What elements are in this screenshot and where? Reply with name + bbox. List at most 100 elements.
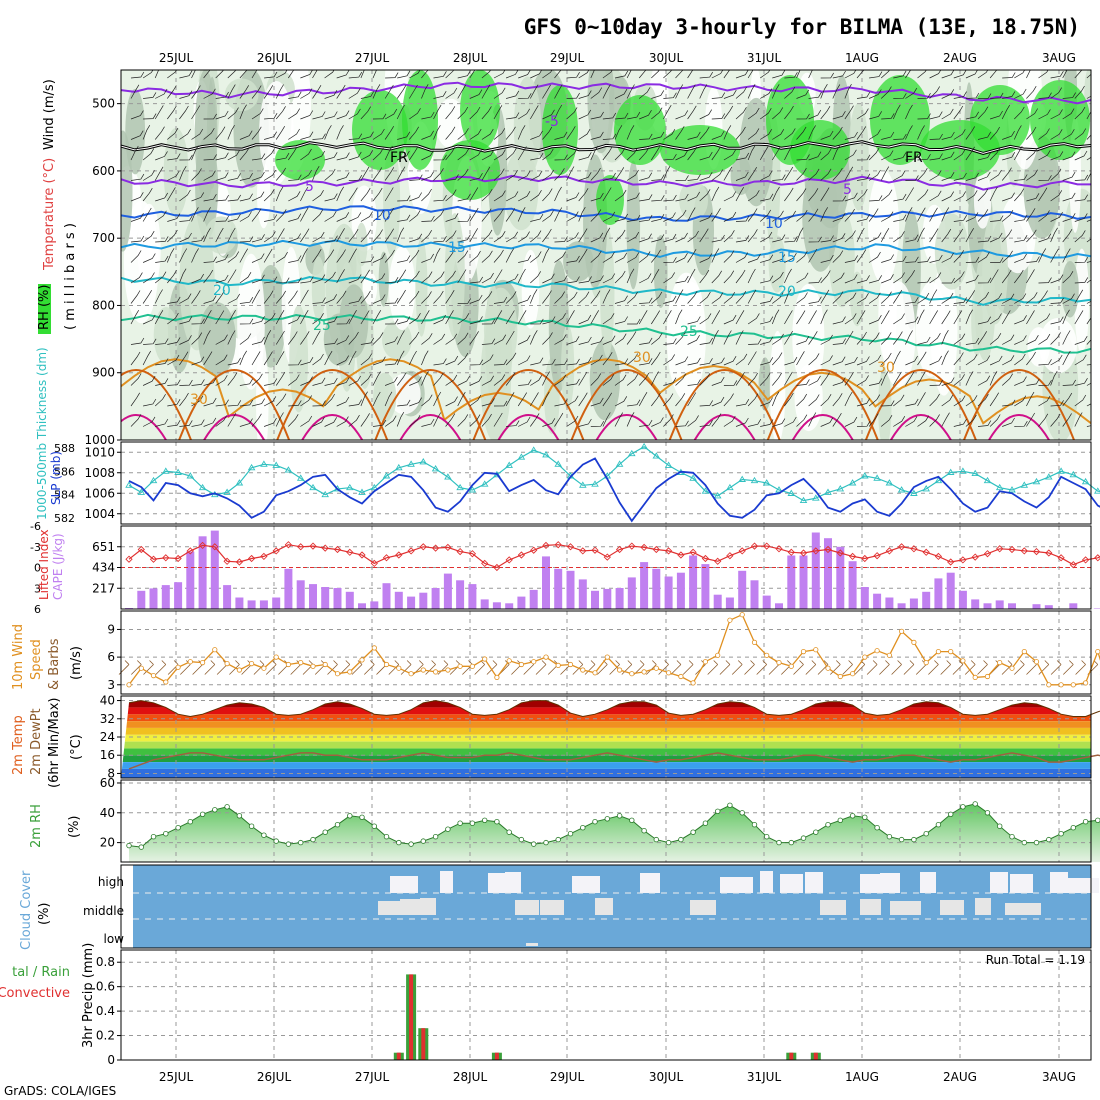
lifted-marker: [934, 552, 943, 561]
wind-barb: [929, 170, 942, 181]
wind-barb: [578, 172, 592, 181]
wind-barb: [832, 212, 846, 222]
wind-barb: [723, 105, 734, 120]
wind-barb: [505, 148, 517, 161]
wind-barb: [336, 249, 346, 263]
rh-marker: [555, 836, 561, 843]
wind-barb: [905, 270, 916, 284]
rh-marker: [1082, 819, 1089, 825]
lifted-marker: [910, 545, 918, 553]
thickness-marker: [787, 489, 796, 496]
wind-barb: [905, 153, 919, 161]
wind-barb: [518, 191, 531, 202]
wind-barb: [275, 167, 287, 181]
wind-barb: [1074, 289, 1084, 304]
wind-barb: [154, 126, 165, 140]
wind-barb: [796, 188, 807, 202]
wind-barb: [651, 90, 665, 99]
wind-speed-marker: [187, 659, 193, 665]
wind-barb: [626, 252, 640, 263]
wind-barb: [300, 248, 308, 263]
wind-speed-marker: [445, 667, 451, 673]
wind-barb: [566, 107, 578, 120]
rh-marker: [482, 817, 488, 823]
wind-barb: [663, 105, 672, 120]
wind-barb: [167, 127, 179, 140]
wind-barb: [409, 146, 419, 161]
lifted-marker: [1069, 561, 1077, 569]
wind-barb: [142, 188, 153, 202]
contour-label: 20: [213, 283, 231, 299]
wind-barb: [760, 193, 774, 202]
wind-barb: [312, 400, 326, 407]
y-tick-label: 40: [100, 806, 115, 820]
wind-barb: [989, 293, 1003, 304]
cape-bar: [296, 580, 305, 609]
wind-barb: [481, 229, 493, 243]
wind-barb: [191, 248, 199, 263]
lifted-marker: [615, 545, 624, 554]
y-tick-label: 1008: [84, 466, 115, 480]
wind-barb: [505, 330, 515, 345]
wind-barb: [506, 90, 520, 99]
wind-barb: [167, 213, 181, 222]
lifted-tick-label: 6: [34, 603, 41, 616]
rh-marker: [616, 813, 623, 819]
wind-barb: [1014, 376, 1027, 386]
wind-barb: [711, 146, 721, 161]
wind-barb: [360, 131, 374, 140]
wind-speed-marker: [874, 648, 880, 654]
wind-barb: [748, 338, 762, 345]
cape-bar: [983, 603, 992, 609]
wind-barb: [880, 291, 892, 304]
wind-barb: [142, 170, 155, 181]
wind-barb: [651, 214, 665, 222]
wind-barb: [989, 333, 1002, 345]
wind-barb: [288, 233, 302, 243]
wind-barb: [917, 371, 926, 386]
lifted-marker: [1081, 556, 1090, 564]
date-label-bottom: 3AUG: [1042, 1070, 1076, 1084]
wind-barb: [941, 151, 955, 161]
wind-barb: [687, 316, 701, 325]
wind-barb: [699, 253, 713, 263]
wind-barb: [203, 269, 214, 284]
wind-barb: [384, 145, 393, 161]
wind-barb: [735, 70, 749, 79]
wind-barb: [784, 210, 797, 222]
rh-marker: [862, 814, 868, 820]
wind-barb: [179, 154, 193, 161]
wind-barb: [384, 376, 398, 386]
wind-barb-10m: [265, 660, 277, 675]
wind-speed-marker: [555, 662, 561, 669]
wind-barb: [481, 189, 493, 202]
wind-speed-marker: [138, 665, 144, 671]
wind-barb: [832, 356, 846, 366]
wind-barb: [372, 356, 386, 366]
wind-barb: [469, 294, 483, 304]
wind-barb: [602, 335, 616, 345]
wind-barb: [396, 269, 407, 284]
wind-barb: [614, 333, 627, 345]
thickness-marker: [591, 480, 599, 487]
wind-barb: [1062, 271, 1074, 284]
wind-barb: [989, 232, 1003, 243]
wind-barb: [227, 269, 237, 284]
wind-speed-marker: [997, 659, 1003, 666]
temp-band: [121, 727, 1091, 735]
rh-marker: [457, 820, 463, 826]
wind-barb: [977, 171, 991, 181]
cloud-high-gap: [505, 872, 521, 893]
panel-frame: [120, 610, 1092, 695]
wind-barb: [288, 314, 301, 325]
cape-bar: [676, 572, 685, 609]
lifted-marker: [468, 550, 477, 558]
wind-barb: [820, 168, 832, 181]
wind-barb: [602, 313, 615, 325]
wind-barb: [578, 128, 591, 140]
wind-barb: [989, 355, 1003, 366]
wind-barb: [820, 372, 830, 386]
wind-barb: [699, 212, 713, 222]
wind-barb: [941, 277, 956, 284]
wind-barb: [505, 248, 515, 263]
